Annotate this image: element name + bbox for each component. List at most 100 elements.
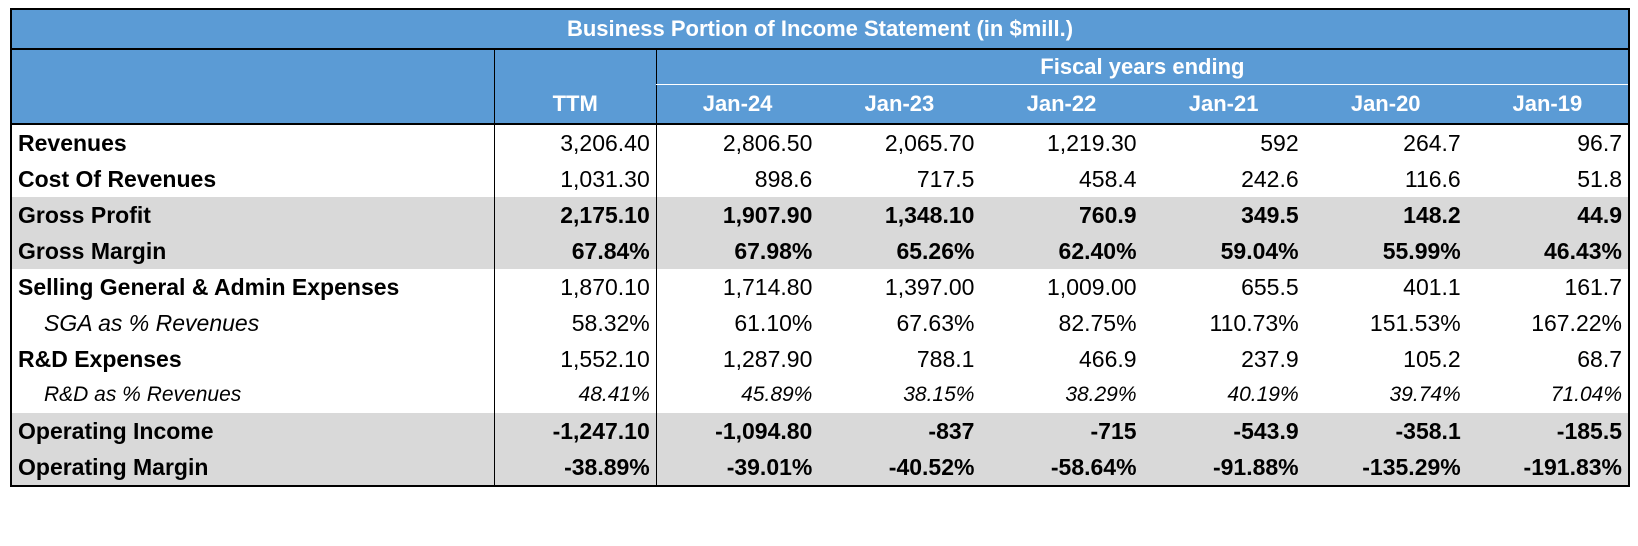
cell-value: 48.41% <box>493 377 657 413</box>
column-header: Jan-24 <box>655 84 819 125</box>
row-label: Cost Of Revenues <box>9 161 495 197</box>
row-label: R&D as % Revenues <box>9 377 495 413</box>
cell-value: 349.5 <box>1142 197 1305 233</box>
income-statement-table: Business Portion of Income Statement (in… <box>9 8 1631 487</box>
cell-value: 82.75% <box>1058 309 1137 336</box>
cell-value: 1,907.90 <box>655 197 819 233</box>
cell-value: 67.84% <box>493 233 657 269</box>
cell-value: 788.1 <box>916 345 975 372</box>
cell-value: -39.01% <box>655 449 819 487</box>
cell-value: 1,031.30 <box>493 161 657 197</box>
cell-value: -38.89% <box>493 449 657 487</box>
cell-value: 1,714.80 <box>655 269 819 305</box>
income-statement-sheet: Business Portion of Income Statement (in… <box>9 8 1631 487</box>
cell-value: 110.73% <box>1209 309 1299 336</box>
row-label: Selling General & Admin Expenses <box>9 269 495 305</box>
column-header: Jan-21 <box>1142 84 1305 125</box>
cell-value: -191.83% <box>1466 449 1631 487</box>
row-label: Revenues <box>9 124 495 161</box>
cell-value: 65.26% <box>818 233 981 269</box>
cell-value: 38.15% <box>903 383 975 406</box>
cell-value: 1,219.30 <box>1047 129 1137 156</box>
cell-value: 151.53% <box>1369 309 1461 336</box>
table-row: Gross Margin 67.84% 67.98% 65.26% 62.40%… <box>9 233 1631 269</box>
column-header: Jan-23 <box>818 84 981 125</box>
cell-value: -40.52% <box>818 449 981 487</box>
table-row: Revenues 3,206.40 2,806.50 2,065.70 1,21… <box>9 124 1631 161</box>
column-header: Jan-22 <box>980 84 1143 125</box>
cell-value: 1,397.00 <box>884 273 975 300</box>
row-label: Gross Profit <box>9 197 495 233</box>
fiscal-years-header: Fiscal years ending <box>655 49 1630 85</box>
cell-value: 760.9 <box>980 197 1143 233</box>
row-label: Operating Income <box>9 413 495 449</box>
cell-value: 51.8 <box>1466 161 1631 197</box>
cell-value: 237.9 <box>1241 345 1299 372</box>
cell-value: 458.4 <box>1078 165 1137 192</box>
table-row: Operating Margin -38.89% -39.01% -40.52%… <box>9 449 1631 487</box>
cell-value: 2,065.70 <box>884 129 975 156</box>
cell-value: 466.9 <box>1078 345 1137 372</box>
cell-value: 38.29% <box>1065 383 1137 406</box>
cell-value: 58.32% <box>493 305 657 341</box>
cell-value: 1,552.10 <box>493 341 657 377</box>
cell-value: -185.5 <box>1466 413 1631 449</box>
cell-value: 68.7 <box>1466 341 1631 377</box>
cell-value: 40.19% <box>1227 383 1299 406</box>
title-row: Business Portion of Income Statement (in… <box>10 8 1630 50</box>
cell-value: 55.99% <box>1304 233 1467 269</box>
cell-value: 1,009.00 <box>1047 273 1137 300</box>
label-header <box>9 84 495 125</box>
row-label: Operating Margin <box>9 449 495 487</box>
cell-value: -58.64% <box>980 449 1143 487</box>
cell-value: 167.22% <box>1466 305 1631 341</box>
column-header: Jan-19 <box>1466 84 1631 125</box>
cell-value: 71.04% <box>1466 377 1631 413</box>
cell-value: 116.6 <box>1404 165 1461 192</box>
fiscal-header-row: Fiscal years ending <box>9 49 1630 85</box>
table-row: Selling General & Admin Expenses 1,870.1… <box>9 269 1631 305</box>
cell-value: 62.40% <box>980 233 1143 269</box>
cell-value: 717.5 <box>916 165 975 192</box>
label-header-blank <box>9 49 495 85</box>
cell-value: -91.88% <box>1142 449 1305 487</box>
cell-value: 401.1 <box>1403 273 1461 300</box>
column-header: TTM <box>493 84 657 125</box>
column-header: Jan-20 <box>1304 84 1467 125</box>
cell-value: 46.43% <box>1466 233 1631 269</box>
cell-value: 1,348.10 <box>818 197 981 233</box>
ttm-header-blank <box>493 49 657 85</box>
column-header-row: TTM Jan-24 Jan-23 Jan-22 Jan-21 Jan-20 J… <box>9 84 1631 125</box>
cell-value: 67.98% <box>655 233 819 269</box>
cell-value: 44.9 <box>1466 197 1631 233</box>
cell-value: 2,175.10 <box>493 197 657 233</box>
row-label: R&D Expenses <box>9 341 495 377</box>
cell-value: -715 <box>980 413 1143 449</box>
table-row: Gross Profit 2,175.10 1,907.90 1,348.10 … <box>9 197 1631 233</box>
row-label: SGA as % Revenues <box>9 305 495 341</box>
table-row: Cost Of Revenues 1,031.30 898.6 717.5 45… <box>9 161 1631 197</box>
cell-value: 264.7 <box>1403 129 1461 156</box>
cell-value: -837 <box>818 413 981 449</box>
cell-value: -543.9 <box>1142 413 1305 449</box>
cell-value: 96.7 <box>1466 124 1631 161</box>
cell-value: 148.2 <box>1304 197 1467 233</box>
cell-value: 161.7 <box>1466 269 1631 305</box>
cell-value: 898.6 <box>655 161 819 197</box>
row-label: Gross Margin <box>9 233 495 269</box>
table-row: SGA as % Revenues 58.32% 61.10% 67.63% 8… <box>9 305 1631 341</box>
cell-value: 45.89% <box>655 377 819 413</box>
cell-value: 105.2 <box>1403 345 1461 372</box>
cell-value: 242.6 <box>1241 165 1299 192</box>
cell-value: -135.29% <box>1304 449 1467 487</box>
cell-value: 1,870.10 <box>493 269 657 305</box>
cell-value: 39.74% <box>1389 383 1461 406</box>
cell-value: 592 <box>1260 129 1299 156</box>
cell-value: 655.5 <box>1241 273 1299 300</box>
cell-value: -1,247.10 <box>493 413 657 449</box>
cell-value: -1,094.80 <box>655 413 819 449</box>
cell-value: 61.10% <box>655 305 819 341</box>
table-row: R&D Expenses 1,552.10 1,287.90 788.1 466… <box>9 341 1631 377</box>
table-row: Operating Income -1,247.10 -1,094.80 -83… <box>9 413 1631 449</box>
cell-value: 67.63% <box>896 309 975 336</box>
